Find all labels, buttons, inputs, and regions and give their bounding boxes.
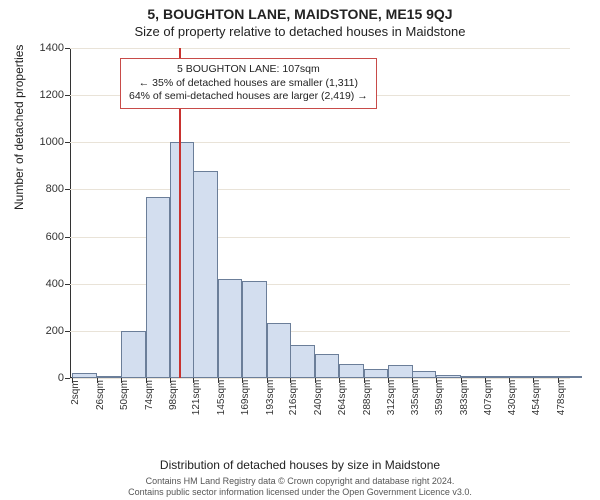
- footer-line-1: Contains HM Land Registry data © Crown c…: [0, 476, 600, 487]
- x-tick-label: 407sqm: [483, 380, 494, 416]
- y-tick-label: 200: [46, 325, 70, 337]
- y-axis-title: Number of detached properties: [12, 45, 26, 210]
- histogram-bar: [242, 281, 266, 378]
- x-tick-label: 288sqm: [362, 380, 373, 416]
- histogram-bar: [461, 376, 485, 378]
- histogram-bar: [485, 376, 509, 378]
- y-gridline: [70, 142, 570, 143]
- histogram-bar: [364, 369, 388, 378]
- histogram-bar: [218, 279, 242, 378]
- histogram-bar: [290, 345, 314, 378]
- page-title: 5, BOUGHTON LANE, MAIDSTONE, ME15 9QJ: [0, 0, 600, 24]
- y-tick-label: 1200: [40, 89, 70, 101]
- x-tick-label: 26sqm: [95, 380, 106, 410]
- x-tick-label: 454sqm: [531, 380, 542, 416]
- y-tick-label: 600: [46, 231, 70, 243]
- x-tick-label: 478sqm: [556, 380, 567, 416]
- x-tick-label: 74sqm: [144, 380, 155, 410]
- y-tick-label: 1400: [40, 42, 70, 54]
- chart-plot-area: 02004006008001000120014002sqm26sqm50sqm7…: [70, 48, 570, 378]
- x-tick-label: 312sqm: [386, 380, 397, 416]
- histogram-bar: [170, 142, 194, 378]
- x-tick-label: 383sqm: [459, 380, 470, 416]
- histogram-bar: [72, 373, 96, 378]
- callout-line3: 64% of semi-detached houses are larger (…: [129, 90, 368, 104]
- page-subtitle: Size of property relative to detached ho…: [0, 24, 600, 42]
- x-tick-label: 169sqm: [240, 380, 251, 416]
- x-tick-label: 145sqm: [216, 380, 227, 416]
- histogram-bar: [146, 197, 170, 379]
- histogram-bar: [509, 376, 533, 378]
- histogram-bar: [315, 354, 339, 378]
- callout-line1: 5 BOUGHTON LANE: 107sqm: [129, 63, 368, 77]
- page-root: 5, BOUGHTON LANE, MAIDSTONE, ME15 9QJ Si…: [0, 0, 600, 500]
- x-tick-label: 216sqm: [288, 380, 299, 416]
- histogram-bar: [267, 323, 291, 378]
- x-tick-label: 240sqm: [313, 380, 324, 416]
- property-callout: 5 BOUGHTON LANE: 107sqm← 35% of detached…: [120, 58, 377, 109]
- y-tick-label: 0: [58, 372, 70, 384]
- x-tick-label: 359sqm: [434, 380, 445, 416]
- x-tick-label: 193sqm: [265, 380, 276, 416]
- histogram-bar: [412, 371, 436, 378]
- y-tick-label: 1000: [40, 136, 70, 148]
- histogram-bar: [558, 376, 582, 378]
- histogram-bar: [121, 331, 145, 378]
- x-tick-label: 121sqm: [191, 380, 202, 416]
- histogram-bar: [339, 364, 363, 378]
- y-gridline: [70, 48, 570, 49]
- x-tick-label: 430sqm: [507, 380, 518, 416]
- histogram-bar: [388, 365, 412, 378]
- y-gridline: [70, 189, 570, 190]
- footer-line-2: Contains public sector information licen…: [0, 487, 600, 498]
- x-tick-label: 50sqm: [119, 380, 130, 410]
- x-tick-label: 264sqm: [337, 380, 348, 416]
- x-tick-label: 335sqm: [410, 380, 421, 416]
- y-tick-label: 800: [46, 183, 70, 195]
- x-tick-label: 98sqm: [168, 380, 179, 410]
- histogram-bar: [533, 376, 557, 378]
- callout-line2: ← 35% of detached houses are smaller (1,…: [129, 77, 368, 91]
- histogram-bar: [97, 376, 121, 378]
- histogram-bar: [436, 375, 460, 378]
- footer-attribution: Contains HM Land Registry data © Crown c…: [0, 476, 600, 498]
- histogram-bar: [193, 171, 217, 378]
- x-axis-title: Distribution of detached houses by size …: [0, 458, 600, 472]
- y-tick-label: 400: [46, 278, 70, 290]
- x-tick-label: 2sqm: [70, 380, 81, 404]
